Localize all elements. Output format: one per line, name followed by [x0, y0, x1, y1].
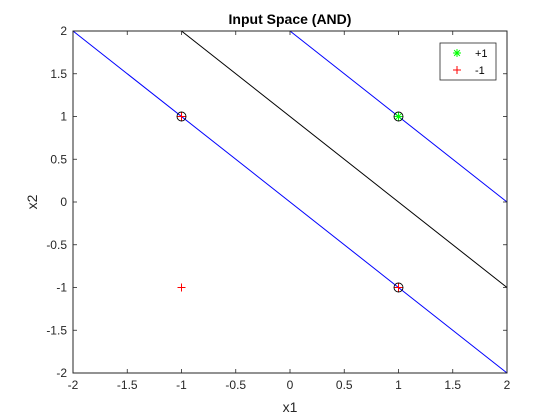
- x-tick-label: -0.5: [225, 378, 246, 392]
- asterisk-icon: [453, 49, 461, 57]
- legend-label: +1: [475, 48, 488, 60]
- legend-item-0: +1: [453, 48, 488, 60]
- y-tick-label: 2: [60, 24, 67, 38]
- x-tick-label: 1: [395, 378, 402, 392]
- y-tick-label: -2: [56, 366, 67, 380]
- y-tick-label: 1: [60, 110, 67, 124]
- decision-boundary-line: [181, 30, 508, 288]
- data-point-asterisk-0: [394, 112, 403, 121]
- data-point-plus-1: [177, 283, 186, 292]
- data-point-plus-0: [177, 112, 186, 121]
- tick-labels-layer: -2 -1.5 -1 -0.5 0 0.5 1 1.5 2 -2 -1.5 -1 -0.5 0 0.5 1 1.…: [46, 24, 510, 392]
- markers-layer: [176, 111, 404, 293]
- legend-box: [439, 42, 497, 81]
- chart-title: Input Space (AND): [229, 11, 352, 27]
- y-tick-label: 1.5: [50, 67, 67, 81]
- x-tick-label: -1.5: [117, 378, 138, 392]
- legend-item-1: -1: [453, 65, 485, 77]
- x-axis-label: x1: [283, 399, 298, 415]
- support-vector-circle: [393, 111, 404, 122]
- legend: +1-1: [439, 42, 497, 81]
- y-tick-label: -0.5: [46, 238, 67, 252]
- y-tick-label: -1.5: [46, 323, 67, 337]
- x-tick-label: 0.5: [336, 378, 353, 392]
- x-tick-label: 0: [287, 378, 294, 392]
- y-tick-label: 0.5: [50, 152, 67, 166]
- y-tick-label: 0: [60, 195, 67, 209]
- support-vector-circle: [176, 111, 187, 122]
- x-tick-label: -1: [176, 378, 187, 392]
- x-tick-label: 2: [504, 378, 511, 392]
- plus-icon: [453, 66, 461, 74]
- y-axis-label: x2: [24, 194, 40, 209]
- data-point-plus-2: [394, 283, 403, 292]
- legend-label: -1: [475, 65, 485, 77]
- x-tick-label: 1.5: [444, 378, 461, 392]
- x-tick-label: -2: [68, 378, 79, 392]
- margin-line-1: [72, 30, 508, 374]
- y-tick-label: -1: [56, 281, 67, 295]
- support-vector-circle: [393, 282, 404, 293]
- ticks-layer: [72, 30, 508, 374]
